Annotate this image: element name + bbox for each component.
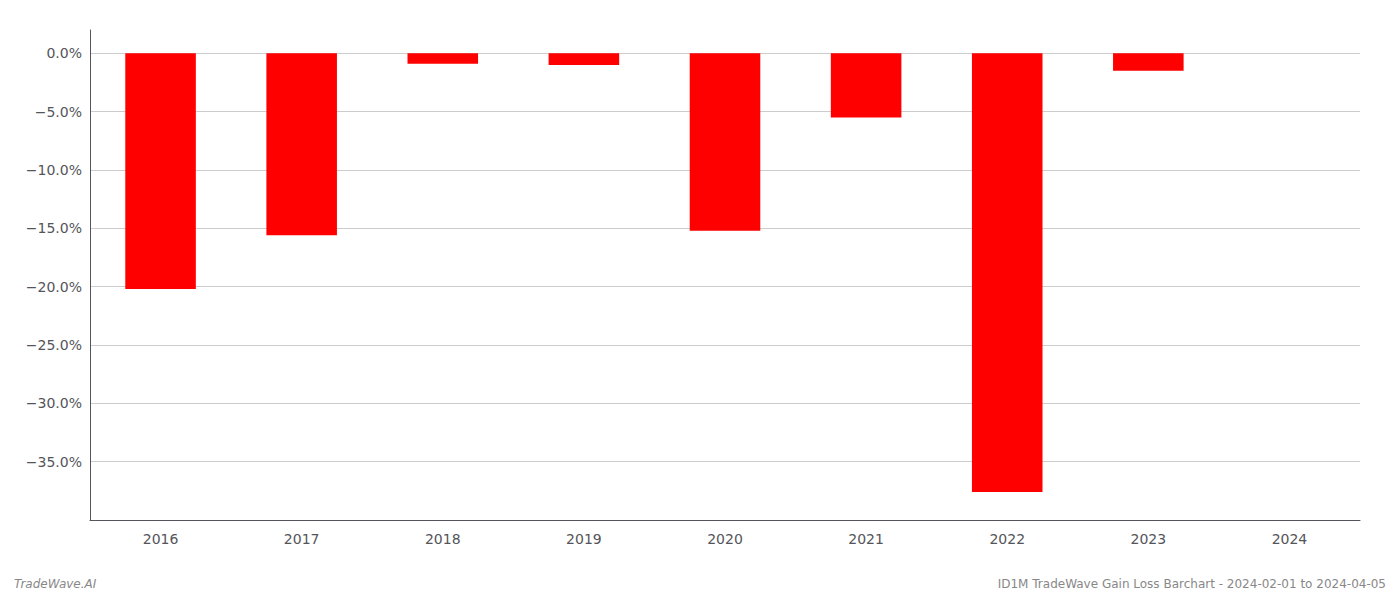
svg-text:TradeWave.AI: TradeWave.AI: [14, 577, 97, 591]
svg-text:−35.0%: −35.0%: [26, 454, 82, 470]
svg-text:2016: 2016: [143, 531, 179, 547]
svg-text:2019: 2019: [566, 531, 602, 547]
svg-text:2023: 2023: [1131, 531, 1167, 547]
svg-text:−15.0%: −15.0%: [26, 220, 82, 236]
svg-text:−25.0%: −25.0%: [26, 337, 82, 353]
svg-text:0.0%: 0.0%: [46, 45, 82, 61]
svg-text:ID1M TradeWave Gain Loss Barch: ID1M TradeWave Gain Loss Barchart - 2024…: [998, 577, 1386, 591]
svg-text:2020: 2020: [707, 531, 743, 547]
svg-text:−5.0%: −5.0%: [35, 104, 82, 120]
svg-text:−10.0%: −10.0%: [26, 162, 82, 178]
svg-text:2022: 2022: [989, 531, 1025, 547]
svg-text:−20.0%: −20.0%: [26, 279, 82, 295]
svg-text:−30.0%: −30.0%: [26, 395, 82, 411]
svg-text:2021: 2021: [848, 531, 884, 547]
svg-text:2024: 2024: [1272, 531, 1308, 547]
svg-text:2017: 2017: [284, 531, 320, 547]
svg-text:2018: 2018: [425, 531, 461, 547]
